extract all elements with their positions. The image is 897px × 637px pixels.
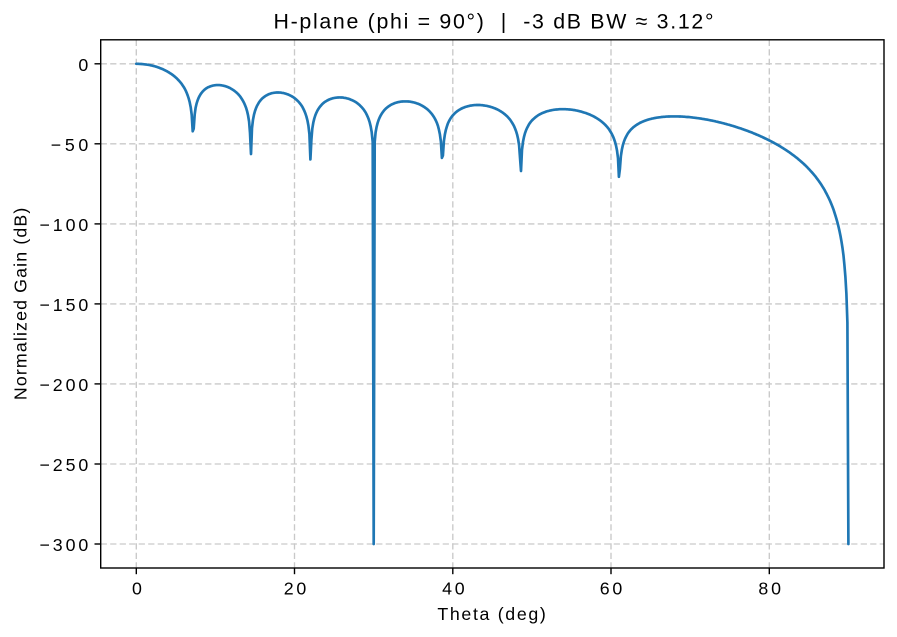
svg-text:H-plane (phi = 90°) | -3 dB: H-plane (phi = 90°) | -3 dB BW ≈ 3.12° [274, 9, 714, 33]
svg-text:0: 0 [78, 55, 88, 75]
svg-text:Normalized Gain (dB): Normalized Gain (dB) [11, 208, 31, 401]
svg-text:Theta (deg): Theta (deg) [437, 604, 545, 624]
svg-text:−50: −50 [51, 135, 89, 155]
svg-text:0: 0 [132, 578, 142, 598]
